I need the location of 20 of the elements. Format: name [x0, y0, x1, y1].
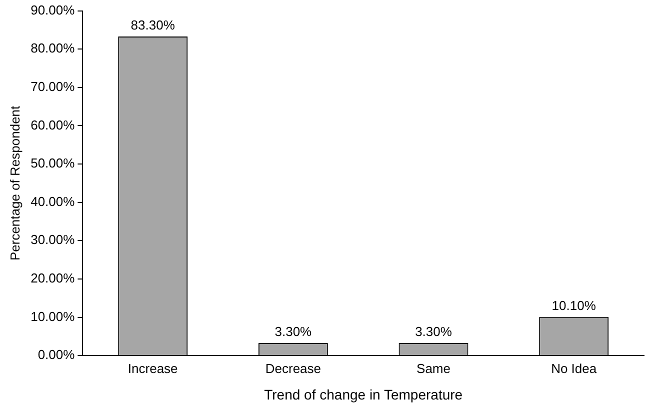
y-tick-label: 20.00% — [30, 270, 76, 286]
y-tick-label: 90.00% — [30, 2, 76, 18]
y-axis-title: Percentage of Respondent — [7, 105, 22, 261]
y-tick-label: 40.00% — [30, 194, 76, 209]
y-tick-label: 60.00% — [30, 117, 76, 132]
data-label: 3.30% — [274, 324, 312, 340]
x-tick-label: No Idea — [551, 360, 598, 376]
data-label: 3.30% — [415, 324, 452, 340]
y-tick-label: 50.00% — [30, 156, 76, 171]
y-tick-label: 0.00% — [38, 347, 76, 362]
y-tick-label: 30.00% — [30, 232, 76, 248]
x-tick-label: Decrease — [265, 360, 321, 376]
x-tick-label: Increase — [128, 360, 178, 376]
y-tick-label: 10.00% — [30, 308, 76, 324]
y-tick-label: 80.00% — [30, 40, 76, 56]
data-label: 10.10% — [552, 298, 596, 313]
x-tick-label: Same — [416, 360, 450, 376]
y-tick-label: 70.00% — [30, 79, 76, 94]
data-label: 83.30% — [130, 18, 176, 33]
x-axis-title: Trend of change in Temperature — [264, 386, 463, 402]
